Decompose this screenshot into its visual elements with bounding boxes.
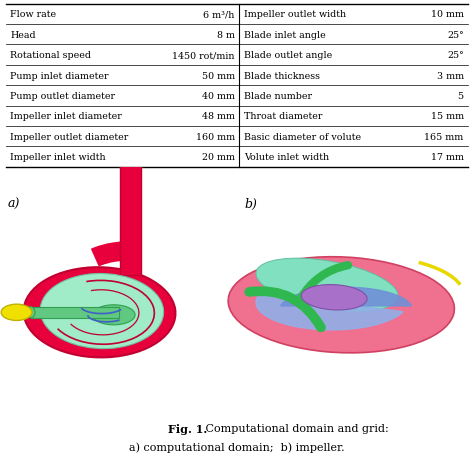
Ellipse shape bbox=[24, 268, 175, 358]
Ellipse shape bbox=[1, 304, 32, 321]
Polygon shape bbox=[281, 288, 411, 306]
Text: 25°: 25° bbox=[447, 31, 464, 39]
Ellipse shape bbox=[40, 274, 164, 349]
Text: Impeller outlet diameter: Impeller outlet diameter bbox=[10, 133, 128, 141]
Text: Pump outlet diameter: Pump outlet diameter bbox=[10, 92, 115, 101]
Text: 40 mm: 40 mm bbox=[201, 92, 235, 101]
Ellipse shape bbox=[27, 307, 35, 318]
Text: 160 mm: 160 mm bbox=[196, 133, 235, 141]
Text: a) computational domain;  b) impeller.: a) computational domain; b) impeller. bbox=[129, 442, 345, 452]
FancyArrowPatch shape bbox=[249, 291, 321, 328]
Text: 1450 rot/min: 1450 rot/min bbox=[172, 51, 235, 60]
Text: 5: 5 bbox=[457, 92, 464, 101]
Text: 165 mm: 165 mm bbox=[424, 133, 464, 141]
Text: Fig. 1.: Fig. 1. bbox=[168, 423, 208, 434]
Text: Pump inlet diameter: Pump inlet diameter bbox=[10, 72, 109, 80]
Text: 48 mm: 48 mm bbox=[201, 112, 235, 121]
Text: Impeller inlet width: Impeller inlet width bbox=[10, 153, 106, 162]
Text: 50 mm: 50 mm bbox=[201, 72, 235, 80]
FancyArrowPatch shape bbox=[300, 266, 348, 300]
Text: Blade outlet angle: Blade outlet angle bbox=[244, 51, 332, 60]
Polygon shape bbox=[256, 293, 403, 330]
Text: 20 mm: 20 mm bbox=[201, 153, 235, 162]
Text: 8 m: 8 m bbox=[217, 31, 235, 39]
Text: Rotational speed: Rotational speed bbox=[10, 51, 91, 60]
Bar bbox=[120, 162, 141, 275]
Bar bbox=[31, 307, 118, 318]
Ellipse shape bbox=[92, 305, 135, 325]
Text: 3 mm: 3 mm bbox=[437, 72, 464, 80]
Text: Basic diameter of volute: Basic diameter of volute bbox=[244, 133, 361, 141]
Text: 25°: 25° bbox=[447, 51, 464, 60]
Text: a): a) bbox=[7, 197, 19, 211]
Text: 6 m³/h: 6 m³/h bbox=[203, 10, 235, 19]
Text: Blade number: Blade number bbox=[244, 92, 312, 101]
Text: 17 mm: 17 mm bbox=[431, 153, 464, 162]
Text: Blade inlet angle: Blade inlet angle bbox=[244, 31, 326, 39]
Ellipse shape bbox=[120, 160, 141, 165]
Text: Impeller inlet diameter: Impeller inlet diameter bbox=[10, 112, 122, 121]
Text: 15 mm: 15 mm bbox=[430, 112, 464, 121]
Text: Computational domain and grid:: Computational domain and grid: bbox=[202, 424, 389, 433]
Ellipse shape bbox=[228, 257, 455, 353]
Text: Head: Head bbox=[10, 31, 36, 39]
Text: Volute inlet width: Volute inlet width bbox=[244, 153, 329, 162]
Ellipse shape bbox=[301, 285, 367, 310]
Text: b): b) bbox=[244, 197, 257, 211]
Text: Impeller outlet width: Impeller outlet width bbox=[244, 10, 346, 19]
Text: Throat diameter: Throat diameter bbox=[244, 112, 322, 121]
Text: Blade thickness: Blade thickness bbox=[244, 72, 320, 80]
Ellipse shape bbox=[256, 258, 398, 312]
Text: Flow rate: Flow rate bbox=[10, 10, 56, 19]
Text: 10 mm: 10 mm bbox=[431, 10, 464, 19]
